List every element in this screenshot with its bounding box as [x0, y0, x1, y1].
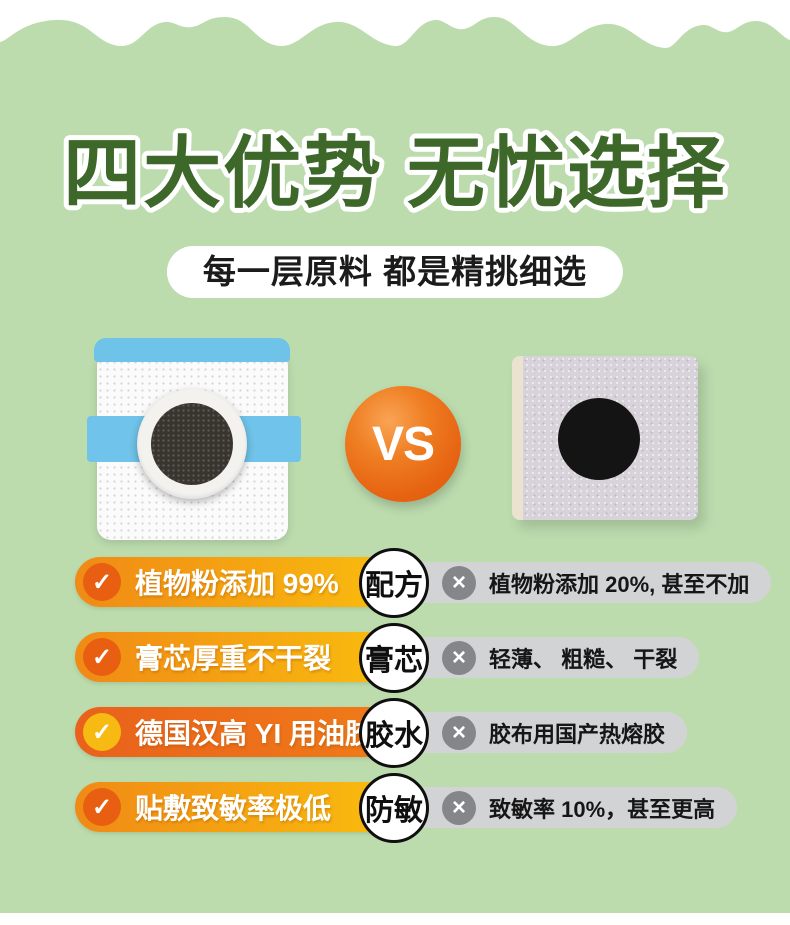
con-label: 植物粉添加 20%, 甚至不加 — [489, 571, 750, 597]
bad-product-core — [558, 398, 640, 480]
vs-label: VS — [371, 417, 435, 471]
category-badge: 配方 — [359, 548, 429, 618]
good-product-blue-top-strip — [94, 338, 290, 362]
top-wave-border — [0, 17, 790, 60]
x-icon: × — [442, 715, 476, 750]
pro-label: 膏芯厚重不干裂 — [135, 643, 332, 674]
pro-banner: ✓ 植物粉添加 99% — [75, 557, 400, 607]
comparison-row: ✓ 贴敷致敏率极低 × 致敏率 10%，甚至更高 防敏 — [0, 773, 790, 843]
check-icon: ✓ — [83, 713, 121, 751]
category-badge: 防敏 — [359, 773, 429, 843]
con-banner: × 轻薄、 粗糙、 干裂 — [394, 637, 700, 678]
pro-label: 贴敷致敏率极低 — [135, 793, 332, 824]
x-icon: × — [442, 565, 476, 600]
category-label: 配方 — [364, 570, 423, 602]
good-product-white-ring — [137, 389, 247, 499]
bad-product-image — [512, 356, 698, 520]
check-icon: ✓ — [83, 638, 121, 676]
pro-banner: ✓ 贴敷致敏率极低 — [75, 782, 400, 832]
subtitle-pill: 每一层原料 都是精挑细选 — [166, 246, 624, 298]
subtitle-text: 每一层原料 都是精挑细选 — [202, 253, 588, 290]
x-icon: × — [442, 640, 476, 675]
pro-banner: ✓ 德国汉高 YI 用油胶 — [75, 707, 400, 757]
pro-label: 德国汉高 YI 用油胶 — [135, 718, 374, 749]
con-label: 致敏率 10%，甚至更高 — [489, 796, 716, 822]
con-banner: × 植物粉添加 20%, 甚至不加 — [394, 562, 772, 603]
pro-label: 植物粉添加 99% — [135, 568, 339, 599]
page-title-text: 四大优势 无忧选择 — [63, 129, 727, 217]
category-label: 膏芯 — [364, 645, 423, 677]
con-label: 轻薄、 粗糙、 干裂 — [489, 646, 678, 672]
con-banner: × 胶布用国产热熔胶 — [394, 712, 688, 753]
vs-badge: VS — [345, 386, 461, 502]
category-label: 胶水 — [364, 720, 423, 752]
x-icon: × — [442, 790, 476, 825]
comparison-row: ✓ 膏芯厚重不干裂 × 轻薄、 粗糙、 干裂 膏芯 — [0, 623, 790, 693]
category-badge: 胶水 — [359, 698, 429, 768]
comparison-row: ✓ 植物粉添加 99% × 植物粉添加 20%, 甚至不加 配方 — [0, 548, 790, 618]
bad-product-edge — [512, 356, 523, 520]
pro-banner: ✓ 膏芯厚重不干裂 — [75, 632, 400, 682]
comparison-row: ✓ 德国汉高 YI 用油胶 × 胶布用国产热熔胶 胶水 — [0, 698, 790, 768]
category-badge: 膏芯 — [359, 623, 429, 693]
category-label: 防敏 — [364, 795, 423, 827]
check-icon: ✓ — [83, 788, 121, 826]
con-banner: × 致敏率 10%，甚至更高 — [394, 787, 738, 828]
check-icon: ✓ — [83, 563, 121, 601]
con-label: 胶布用国产热熔胶 — [489, 721, 666, 747]
good-product-herb-core — [151, 403, 233, 485]
page-title: 四大优势 无忧选择 — [58, 124, 730, 222]
